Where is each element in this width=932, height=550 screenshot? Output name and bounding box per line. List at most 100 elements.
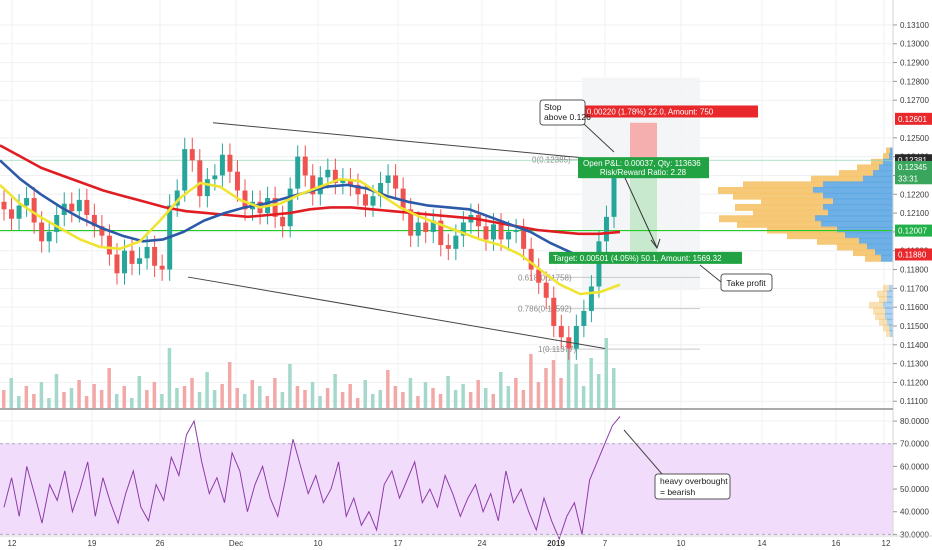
volume-bar bbox=[393, 386, 398, 408]
projection-arrow bbox=[650, 238, 661, 249]
candle bbox=[460, 222, 466, 236]
price-axis-label: 0.13000 bbox=[900, 40, 929, 49]
candle bbox=[189, 149, 195, 161]
volume-profile-sell bbox=[833, 198, 893, 206]
trendline-upper bbox=[212, 122, 591, 160]
time-axis-label: 19 bbox=[88, 539, 97, 548]
volume-profile-buy bbox=[718, 187, 813, 195]
candle bbox=[393, 175, 399, 189]
volume-bar bbox=[295, 386, 300, 408]
stop-label-bg bbox=[563, 105, 758, 118]
candle bbox=[340, 179, 346, 183]
time-axis-label: 10 bbox=[677, 539, 686, 548]
rsi-axis-label: 60.0000 bbox=[900, 462, 929, 471]
candle bbox=[39, 222, 45, 242]
price-tag-label: 0.12381 bbox=[898, 156, 927, 165]
rsi-note-line1: heavy overbought bbox=[660, 476, 728, 486]
volume-bar bbox=[438, 394, 443, 408]
price-axis-label: 0.12500 bbox=[900, 134, 929, 143]
rsi-axis-label: 50.0000 bbox=[900, 485, 929, 494]
volume-bar bbox=[596, 374, 601, 408]
volume-bar bbox=[182, 386, 187, 408]
volume-profile-buy bbox=[817, 237, 859, 245]
rsi-band bbox=[0, 443, 893, 535]
volume-bar bbox=[258, 386, 262, 408]
candle bbox=[573, 325, 579, 349]
stop-note-line2: above 0.126 bbox=[544, 112, 591, 122]
volume-bar bbox=[325, 388, 330, 408]
candle bbox=[106, 235, 112, 255]
volume-bar bbox=[273, 378, 277, 408]
candle bbox=[543, 282, 549, 298]
price-axis-label: 0.11400 bbox=[900, 341, 929, 350]
candle bbox=[84, 199, 90, 215]
candle bbox=[46, 231, 52, 242]
volume-bar bbox=[378, 390, 383, 408]
price-axis-bg bbox=[893, 0, 932, 550]
time-axis-label: 14 bbox=[758, 539, 767, 548]
volume-bar bbox=[280, 392, 285, 408]
volume-bar bbox=[303, 390, 307, 408]
volume-bar bbox=[514, 378, 518, 408]
volume-profile-buy bbox=[837, 243, 867, 251]
time-axis-label: 16 bbox=[832, 539, 841, 548]
candle bbox=[280, 216, 286, 227]
volume-profile-sell bbox=[883, 158, 893, 166]
volume-profile-buy bbox=[839, 170, 873, 178]
volume-profile-sell bbox=[885, 307, 893, 315]
target-label: Target: 0.00501 (4.05%) 50.1, Amount: 15… bbox=[553, 254, 722, 263]
volume-bar bbox=[2, 390, 6, 408]
volume-bar bbox=[175, 388, 179, 408]
candle bbox=[400, 188, 406, 210]
candle bbox=[310, 175, 316, 195]
volume-bar bbox=[363, 380, 367, 408]
candle bbox=[69, 203, 75, 212]
volume-profile-buy bbox=[761, 198, 833, 206]
volume-profile-buy bbox=[743, 181, 823, 189]
volume-profile-buy bbox=[719, 215, 815, 223]
candle bbox=[536, 269, 542, 283]
take-profit-box bbox=[720, 273, 773, 292]
risk-reward-label: Risk/Reward Ratio: 2.28 bbox=[600, 168, 687, 177]
volume-bar bbox=[107, 368, 111, 408]
volume-profile-buy bbox=[869, 301, 883, 309]
volume-bar bbox=[92, 384, 96, 408]
volume-profile-buy bbox=[733, 192, 823, 200]
candle bbox=[611, 171, 617, 217]
volume-bar bbox=[130, 398, 134, 408]
volume-profile-sell bbox=[845, 232, 893, 240]
fib-level-label: 0.786(0.11592) bbox=[518, 305, 572, 314]
volume-profile-sell bbox=[823, 181, 893, 189]
price-tag bbox=[895, 248, 932, 261]
price-axis-label: 0.12100 bbox=[900, 209, 929, 218]
stop-note-pointer bbox=[583, 123, 615, 153]
rsi-axis-label: 70.0000 bbox=[900, 440, 929, 449]
time-axis-label: Dec bbox=[229, 539, 243, 548]
volume-bar bbox=[386, 370, 390, 408]
time-axis-label: 12 bbox=[8, 539, 17, 548]
candle bbox=[498, 224, 504, 240]
volume-bar bbox=[69, 388, 74, 408]
volume-profile-sell bbox=[879, 164, 893, 172]
candle bbox=[295, 156, 301, 189]
volume-profile-sell bbox=[881, 254, 893, 262]
volume-bar bbox=[205, 372, 209, 408]
price-tag-label: 0.12601 bbox=[898, 115, 927, 124]
candle bbox=[219, 154, 225, 176]
volume-bar bbox=[39, 382, 44, 408]
volume-profile-sell bbox=[889, 324, 893, 332]
volume-bar bbox=[167, 348, 172, 408]
candle bbox=[242, 190, 248, 210]
time-axis-label: 7 bbox=[603, 539, 608, 548]
volume-bar bbox=[242, 394, 247, 408]
price-axis-label: 0.11700 bbox=[900, 284, 929, 293]
candle bbox=[152, 246, 158, 266]
candle bbox=[438, 220, 444, 246]
price-tag bbox=[895, 172, 932, 185]
candle bbox=[491, 224, 497, 240]
rsi-note-line2: = bearish bbox=[660, 487, 695, 497]
candle bbox=[423, 222, 429, 232]
volume-bar bbox=[612, 368, 616, 408]
candle bbox=[408, 209, 414, 236]
